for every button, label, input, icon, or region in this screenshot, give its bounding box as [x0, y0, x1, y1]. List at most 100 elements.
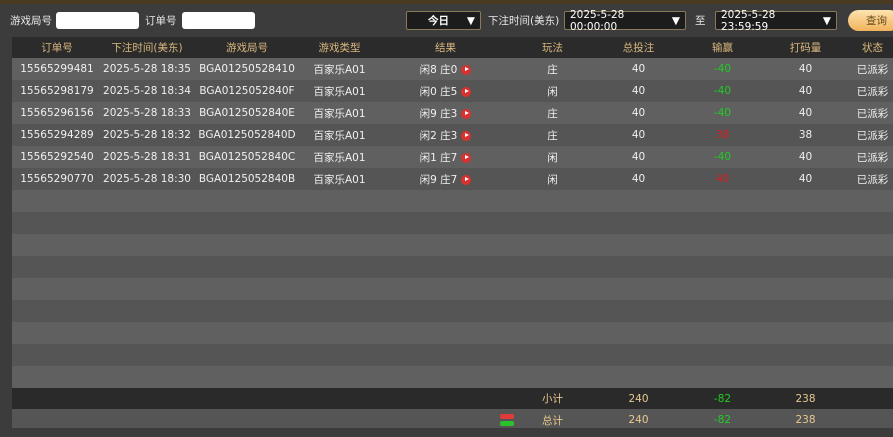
cell-bet — [591, 212, 686, 234]
result-value: 闲2 庄3 — [419, 129, 458, 142]
period-select[interactable]: 今日 ▼ — [406, 11, 481, 30]
period-value: 今日 — [428, 15, 449, 27]
cell-bet: 40 — [591, 124, 686, 146]
play-replay-icon[interactable] — [461, 108, 472, 119]
column-header: 总投注 — [591, 37, 686, 58]
cell-time — [102, 278, 192, 300]
cell-status — [852, 300, 893, 322]
play-replay-icon[interactable] — [461, 64, 472, 75]
cell-type — [302, 366, 377, 388]
result-value: 闲9 庄7 — [419, 173, 458, 186]
play-replay-icon[interactable] — [461, 130, 472, 141]
cell-win — [686, 256, 759, 278]
column-header: 订单号 — [12, 37, 102, 58]
cell-result: 闲0 庄5 — [377, 80, 514, 102]
refresh-swap-icon[interactable] — [500, 414, 514, 426]
cell-round — [192, 344, 302, 366]
empty-row — [12, 322, 893, 344]
cell-status: 已派彩 — [852, 168, 893, 190]
cell-play: 闲 — [514, 80, 591, 102]
type-value: 百家乐A01 — [313, 63, 366, 76]
order-input[interactable] — [181, 12, 255, 29]
round-value: BGA0125052840D — [198, 129, 296, 141]
cell-result: 闲9 庄7 — [377, 168, 514, 190]
total-cell — [192, 409, 302, 431]
empty-row — [12, 234, 893, 256]
round-input[interactable] — [56, 12, 139, 29]
cell-time — [102, 344, 192, 366]
cell-status: 已派彩 — [852, 58, 893, 80]
play-value: 闲 — [547, 173, 558, 186]
cell-status — [852, 344, 893, 366]
filter-bar: 游戏局号 订单号 — [0, 4, 893, 37]
cell-valid — [759, 300, 852, 322]
bet-value: 40 — [631, 173, 646, 185]
subtotal-cell — [12, 388, 102, 409]
win-value: -40 — [713, 151, 732, 163]
play-replay-icon[interactable] — [461, 86, 472, 97]
valid-value: 38 — [798, 129, 813, 141]
result-value: 闲8 庄0 — [419, 63, 458, 76]
cell-play: 庄 — [514, 102, 591, 124]
order-value: 15565294289 — [20, 129, 94, 141]
cell-bet — [591, 190, 686, 212]
order-value: 15565296156 — [20, 107, 94, 119]
cell-valid: 38 — [759, 124, 852, 146]
cell-type: 百家乐A01 — [302, 102, 377, 124]
result-value: 闲1 庄7 — [419, 151, 458, 164]
cell-status — [852, 256, 893, 278]
order-value: 15565299481 — [20, 63, 94, 75]
cell-result: 闲8 庄0 — [377, 58, 514, 80]
cell-status: 已派彩 — [852, 80, 893, 102]
total-cell — [302, 409, 377, 431]
cell-time: 2025-5-28 18:33 — [102, 102, 192, 124]
cell-round — [192, 322, 302, 344]
cell-result — [377, 234, 514, 256]
cell-win: 38 — [686, 124, 759, 146]
total-cell — [852, 409, 893, 431]
win-value: -40 — [713, 63, 732, 75]
end-time-select[interactable]: 2025-5-28 23:59:59 ▼ — [715, 9, 837, 33]
cell-order: 15565296156 — [12, 102, 102, 124]
subtotal-cell — [377, 388, 514, 409]
empty-row — [12, 344, 893, 366]
play-replay-icon[interactable] — [461, 152, 472, 163]
total-cell: -82 — [686, 409, 759, 431]
bet-value: 40 — [631, 107, 646, 119]
cell-win — [686, 344, 759, 366]
type-value: 百家乐A01 — [313, 151, 366, 164]
cell-valid — [759, 344, 852, 366]
subtotal-cell — [192, 388, 302, 409]
table-row: 15565292540 2025-5-28 18:31 BGA0125052840C… — [12, 146, 893, 168]
start-time-select[interactable]: 2025-5-28 00:00:00 ▼ — [564, 9, 686, 33]
cell-valid: 40 — [759, 58, 852, 80]
cell-play: 庄 — [514, 58, 591, 80]
query-button[interactable]: 查询 — [848, 10, 893, 31]
empty-row — [12, 278, 893, 300]
order-value: 15565292540 — [20, 151, 94, 163]
bet-table: 订单号 下注时间(美东) 游戏局号 游戏类型 结果 玩法 总投注 输赢 打码量 状态 155652… — [12, 37, 893, 431]
cell-win — [686, 234, 759, 256]
cell-result: 闲2 庄3 — [377, 124, 514, 146]
cell-play: 闲 — [514, 168, 591, 190]
cell-type — [302, 256, 377, 278]
subtotal-row: 小计 240 -82 238 — [12, 388, 893, 409]
status-value: 已派彩 — [856, 173, 889, 186]
result-value: 闲0 庄5 — [419, 85, 458, 98]
empty-row — [12, 300, 893, 322]
cell-order — [12, 322, 102, 344]
cell-order — [12, 278, 102, 300]
subtotal-cell — [102, 388, 192, 409]
cell-round — [192, 278, 302, 300]
cell-round: BGA0125052840C — [192, 146, 302, 168]
cell-bet — [591, 234, 686, 256]
bet-value: 40 — [631, 129, 646, 141]
cell-bet — [591, 344, 686, 366]
table-row: 15565296156 2025-5-28 18:33 BGA0125052840E… — [12, 102, 893, 124]
win-value: -40 — [713, 85, 732, 97]
cell-status: 已派彩 — [852, 124, 893, 146]
cell-round — [192, 366, 302, 388]
play-replay-icon[interactable] — [461, 174, 472, 185]
subtotal-cell: 238 — [759, 388, 852, 409]
cell-play — [514, 256, 591, 278]
